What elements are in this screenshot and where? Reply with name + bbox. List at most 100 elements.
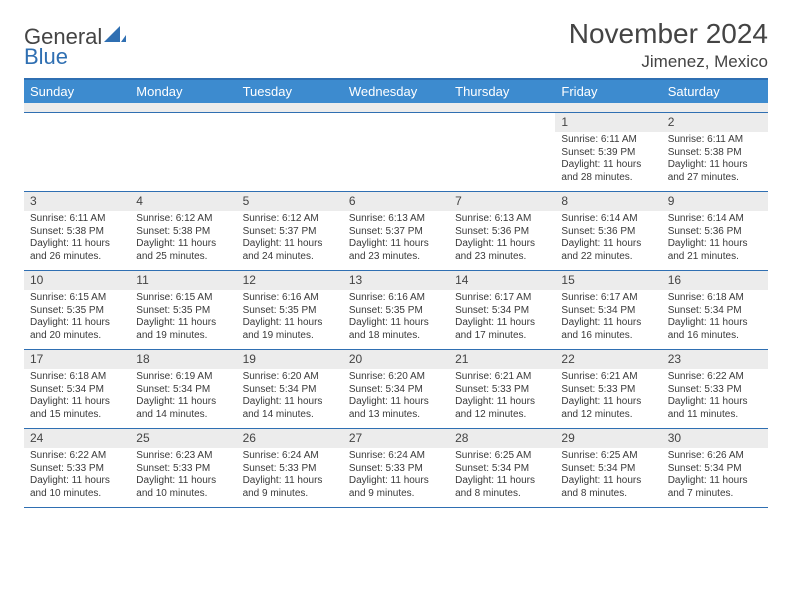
sunset-line: Sunset: 5:34 PM — [668, 305, 762, 318]
sunset-line: Sunset: 5:34 PM — [30, 384, 124, 397]
sunset-line: Sunset: 5:35 PM — [136, 305, 230, 318]
day-cell: 15Sunrise: 6:17 AMSunset: 5:34 PMDayligh… — [555, 271, 661, 349]
weekday-label: Monday — [130, 80, 236, 103]
day-cell: 30Sunrise: 6:26 AMSunset: 5:34 PMDayligh… — [662, 429, 768, 507]
sunset-line: Sunset: 5:34 PM — [349, 384, 443, 397]
day-info: Sunrise: 6:13 AMSunset: 5:36 PMDaylight:… — [449, 211, 555, 267]
sunset-line: Sunset: 5:39 PM — [561, 147, 655, 160]
daylight-line: Daylight: 11 hours and 10 minutes. — [30, 475, 124, 500]
day-info: Sunrise: 6:15 AMSunset: 5:35 PMDaylight:… — [130, 290, 236, 346]
day-info: Sunrise: 6:14 AMSunset: 5:36 PMDaylight:… — [555, 211, 661, 267]
day-cell: 7Sunrise: 6:13 AMSunset: 5:36 PMDaylight… — [449, 192, 555, 270]
daylight-line: Daylight: 11 hours and 14 minutes. — [136, 396, 230, 421]
day-number: 14 — [449, 271, 555, 290]
daylight-line: Daylight: 11 hours and 8 minutes. — [561, 475, 655, 500]
daylight-line: Daylight: 11 hours and 7 minutes. — [668, 475, 762, 500]
day-info: Sunrise: 6:19 AMSunset: 5:34 PMDaylight:… — [130, 369, 236, 425]
day-cell: 27Sunrise: 6:24 AMSunset: 5:33 PMDayligh… — [343, 429, 449, 507]
sunrise-line: Sunrise: 6:16 AM — [349, 292, 443, 305]
sunset-line: Sunset: 5:34 PM — [561, 305, 655, 318]
weekday-label: Thursday — [449, 80, 555, 103]
day-info: Sunrise: 6:17 AMSunset: 5:34 PMDaylight:… — [449, 290, 555, 346]
sunset-line: Sunset: 5:33 PM — [349, 463, 443, 476]
daylight-line: Daylight: 11 hours and 18 minutes. — [349, 317, 443, 342]
day-number: 27 — [343, 429, 449, 448]
day-info: Sunrise: 6:12 AMSunset: 5:37 PMDaylight:… — [237, 211, 343, 267]
sail-icon — [104, 24, 126, 50]
day-number: 26 — [237, 429, 343, 448]
sunrise-line: Sunrise: 6:25 AM — [561, 450, 655, 463]
day-info: Sunrise: 6:24 AMSunset: 5:33 PMDaylight:… — [237, 448, 343, 504]
day-cell: . — [24, 113, 130, 191]
sunrise-line: Sunrise: 6:25 AM — [455, 450, 549, 463]
sunrise-line: Sunrise: 6:20 AM — [243, 371, 337, 384]
day-info: Sunrise: 6:16 AMSunset: 5:35 PMDaylight:… — [343, 290, 449, 346]
sunset-line: Sunset: 5:33 PM — [30, 463, 124, 476]
day-info: Sunrise: 6:18 AMSunset: 5:34 PMDaylight:… — [24, 369, 130, 425]
sunset-line: Sunset: 5:33 PM — [668, 384, 762, 397]
day-cell: 28Sunrise: 6:25 AMSunset: 5:34 PMDayligh… — [449, 429, 555, 507]
day-number: 16 — [662, 271, 768, 290]
sunrise-line: Sunrise: 6:12 AM — [136, 213, 230, 226]
daylight-line: Daylight: 11 hours and 22 minutes. — [561, 238, 655, 263]
day-number: 15 — [555, 271, 661, 290]
day-cell: 6Sunrise: 6:13 AMSunset: 5:37 PMDaylight… — [343, 192, 449, 270]
daylight-line: Daylight: 11 hours and 8 minutes. — [455, 475, 549, 500]
sunrise-line: Sunrise: 6:17 AM — [561, 292, 655, 305]
sunset-line: Sunset: 5:35 PM — [30, 305, 124, 318]
day-info: Sunrise: 6:13 AMSunset: 5:37 PMDaylight:… — [343, 211, 449, 267]
daylight-line: Daylight: 11 hours and 28 minutes. — [561, 159, 655, 184]
day-number: 1 — [555, 113, 661, 132]
day-cell: 21Sunrise: 6:21 AMSunset: 5:33 PMDayligh… — [449, 350, 555, 428]
sunset-line: Sunset: 5:34 PM — [136, 384, 230, 397]
day-number: 18 — [130, 350, 236, 369]
day-number: 30 — [662, 429, 768, 448]
day-number: 21 — [449, 350, 555, 369]
day-cell: 3Sunrise: 6:11 AMSunset: 5:38 PMDaylight… — [24, 192, 130, 270]
header: General November 2024 Jimenez, Mexico — [24, 18, 768, 72]
sunset-line: Sunset: 5:38 PM — [668, 147, 762, 160]
daylight-line: Daylight: 11 hours and 16 minutes. — [561, 317, 655, 342]
sunset-line: Sunset: 5:37 PM — [349, 226, 443, 239]
day-cell: . — [237, 113, 343, 191]
sunrise-line: Sunrise: 6:11 AM — [668, 134, 762, 147]
daylight-line: Daylight: 11 hours and 21 minutes. — [668, 238, 762, 263]
day-cell: 13Sunrise: 6:16 AMSunset: 5:35 PMDayligh… — [343, 271, 449, 349]
sunset-line: Sunset: 5:34 PM — [243, 384, 337, 397]
day-info: Sunrise: 6:14 AMSunset: 5:36 PMDaylight:… — [662, 211, 768, 267]
weekday-label: Wednesday — [343, 80, 449, 103]
day-number: 24 — [24, 429, 130, 448]
sunset-line: Sunset: 5:36 PM — [455, 226, 549, 239]
day-number: 11 — [130, 271, 236, 290]
day-info: Sunrise: 6:17 AMSunset: 5:34 PMDaylight:… — [555, 290, 661, 346]
sunrise-line: Sunrise: 6:21 AM — [561, 371, 655, 384]
day-cell: 9Sunrise: 6:14 AMSunset: 5:36 PMDaylight… — [662, 192, 768, 270]
week-row: 10Sunrise: 6:15 AMSunset: 5:35 PMDayligh… — [24, 271, 768, 350]
day-cell: 16Sunrise: 6:18 AMSunset: 5:34 PMDayligh… — [662, 271, 768, 349]
spacer-row — [24, 103, 768, 113]
day-info: Sunrise: 6:21 AMSunset: 5:33 PMDaylight:… — [449, 369, 555, 425]
day-number: 20 — [343, 350, 449, 369]
daylight-line: Daylight: 11 hours and 15 minutes. — [30, 396, 124, 421]
sunset-line: Sunset: 5:33 PM — [455, 384, 549, 397]
day-info: Sunrise: 6:25 AMSunset: 5:34 PMDaylight:… — [555, 448, 661, 504]
day-info: Sunrise: 6:22 AMSunset: 5:33 PMDaylight:… — [662, 369, 768, 425]
day-number: 3 — [24, 192, 130, 211]
weeks-container: .....1Sunrise: 6:11 AMSunset: 5:39 PMDay… — [24, 113, 768, 508]
day-info: Sunrise: 6:11 AMSunset: 5:38 PMDaylight:… — [662, 132, 768, 188]
sunset-line: Sunset: 5:34 PM — [668, 463, 762, 476]
sunset-line: Sunset: 5:38 PM — [136, 226, 230, 239]
day-number: 7 — [449, 192, 555, 211]
daylight-line: Daylight: 11 hours and 19 minutes. — [136, 317, 230, 342]
daylight-line: Daylight: 11 hours and 9 minutes. — [349, 475, 443, 500]
week-row: 24Sunrise: 6:22 AMSunset: 5:33 PMDayligh… — [24, 429, 768, 508]
sunrise-line: Sunrise: 6:11 AM — [561, 134, 655, 147]
day-number: 5 — [237, 192, 343, 211]
day-number: 2 — [662, 113, 768, 132]
daylight-line: Daylight: 11 hours and 26 minutes. — [30, 238, 124, 263]
sunrise-line: Sunrise: 6:24 AM — [243, 450, 337, 463]
day-cell: . — [130, 113, 236, 191]
sunrise-line: Sunrise: 6:22 AM — [668, 371, 762, 384]
day-info: Sunrise: 6:23 AMSunset: 5:33 PMDaylight:… — [130, 448, 236, 504]
sunrise-line: Sunrise: 6:20 AM — [349, 371, 443, 384]
